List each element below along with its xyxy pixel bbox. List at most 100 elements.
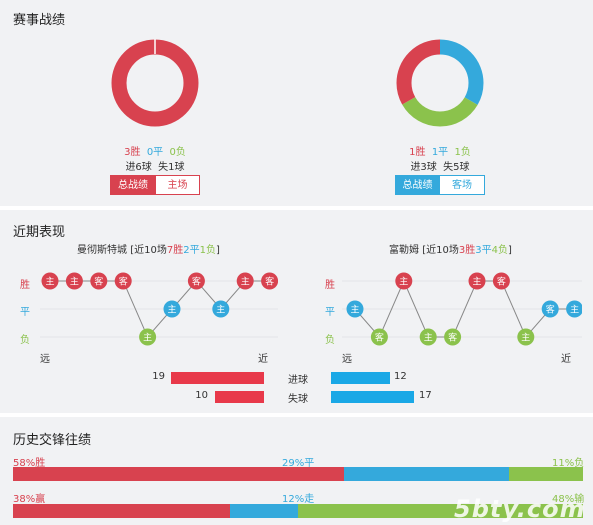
form-node: 主 bbox=[468, 272, 486, 290]
form-node-venue: 主 bbox=[70, 276, 79, 288]
form-node-circle bbox=[41, 272, 59, 290]
form-node: 客 bbox=[114, 272, 132, 290]
left-row-label-win: 胜 bbox=[20, 280, 30, 291]
left-goals-against: 失1球 bbox=[158, 162, 185, 173]
form-node: 客 bbox=[187, 272, 205, 290]
left-summary-suffix: ] bbox=[215, 245, 220, 256]
form-node-venue: 客 bbox=[94, 276, 103, 288]
history-segment-loss bbox=[298, 504, 583, 518]
left-tab-home[interactable]: 主场 bbox=[155, 175, 200, 195]
form-node-circle bbox=[566, 300, 582, 318]
history-row1-bar bbox=[13, 467, 583, 481]
donut-win-segment bbox=[111, 39, 199, 127]
history-segment-loss bbox=[508, 467, 583, 481]
form-node-circle bbox=[187, 272, 205, 290]
right-goals-for: 进3球 bbox=[410, 162, 437, 173]
form-node-venue: 客 bbox=[448, 332, 457, 344]
left-near-label: 近 bbox=[258, 354, 268, 365]
right-row-label-draw: 平 bbox=[325, 307, 335, 318]
form-node-venue: 客 bbox=[497, 276, 506, 288]
form-node-circle bbox=[370, 328, 388, 346]
history-row2-draw-label: 12%走 bbox=[282, 494, 315, 505]
left-conceded-bar bbox=[215, 391, 264, 403]
section-divider bbox=[0, 206, 593, 210]
form-node-venue: 主 bbox=[350, 304, 359, 316]
left-wins: 3胜 bbox=[124, 147, 141, 158]
left-recent-losses: 1负 bbox=[199, 245, 216, 256]
right-wins: 1胜 bbox=[409, 147, 426, 158]
left-summary-prefix: [近10场 bbox=[130, 245, 167, 256]
form-node: 主 bbox=[236, 272, 254, 290]
right-goals-value: 12 bbox=[394, 371, 407, 382]
form-node: 主 bbox=[395, 272, 413, 290]
form-node: 主 bbox=[65, 272, 83, 290]
right-row-label-loss: 负 bbox=[325, 335, 335, 346]
left-goals-value: 19 bbox=[152, 371, 165, 382]
form-node-circle bbox=[346, 300, 364, 318]
history-segment-win bbox=[13, 467, 344, 481]
form-node-circle bbox=[517, 328, 535, 346]
form-node-circle bbox=[468, 272, 486, 290]
donut-loss-segment bbox=[396, 39, 484, 127]
form-node-circle bbox=[541, 300, 559, 318]
left-form-chart: 主主客客主主客主主客 bbox=[40, 272, 278, 346]
right-summary-prefix: [近10场 bbox=[422, 245, 459, 256]
left-far-label: 远 bbox=[40, 354, 50, 365]
form-node-circle bbox=[114, 272, 132, 290]
form-node: 主 bbox=[163, 300, 181, 318]
form-node-circle bbox=[90, 272, 108, 290]
form-node: 客 bbox=[541, 300, 559, 318]
form-node-venue: 主 bbox=[472, 276, 481, 288]
right-team-name: 富勒姆 bbox=[389, 245, 419, 256]
right-goals-bar bbox=[331, 372, 390, 384]
form-node: 客 bbox=[90, 272, 108, 290]
right-recent-wins: 3胜 bbox=[458, 245, 476, 256]
form-node: 主 bbox=[212, 300, 230, 318]
right-conceded-bar bbox=[331, 391, 414, 403]
form-node-venue: 主 bbox=[216, 304, 225, 316]
recent-section: 近期表现 曼彻斯特城 [近10场7胜2平1负] 富勒姆 [近10场3胜3平4负]… bbox=[0, 210, 593, 413]
form-node-venue: 客 bbox=[546, 304, 555, 316]
form-node: 客 bbox=[370, 328, 388, 346]
form-node-circle bbox=[492, 272, 510, 290]
right-record-donut bbox=[396, 39, 484, 127]
form-node-venue: 主 bbox=[241, 276, 250, 288]
form-node-venue: 主 bbox=[167, 304, 176, 316]
record-section: 赛事战绩 3胜 0平 0负 进6球 失1球 总战绩 主场 1胜 1平 1负 进3… bbox=[0, 0, 593, 206]
left-tab-overall[interactable]: 总战绩 bbox=[110, 175, 156, 195]
right-far-label: 远 bbox=[342, 354, 352, 365]
form-node-venue: 客 bbox=[119, 276, 128, 288]
history-row2-loss-label: 48%输 bbox=[552, 494, 585, 505]
left-team-name: 曼彻斯特城 bbox=[77, 245, 127, 256]
section-divider bbox=[0, 413, 593, 417]
left-recent-draws: 2平 bbox=[183, 245, 200, 256]
history-row1-win-label: 58%胜 bbox=[13, 458, 46, 469]
history-section: 历史交锋往绩 58%胜 29%平 11%负 38%赢 12%走 48%输 5bt… bbox=[0, 417, 593, 525]
form-node-circle bbox=[65, 272, 83, 290]
form-node: 主 bbox=[41, 272, 59, 290]
history-row1-loss-label: 11%负 bbox=[552, 458, 585, 469]
right-tab-away[interactable]: 客场 bbox=[439, 175, 485, 195]
right-tab-overall[interactable]: 总战绩 bbox=[395, 175, 440, 195]
form-node: 主 bbox=[346, 300, 364, 318]
history-segment-win bbox=[13, 504, 230, 518]
right-row-label-win: 胜 bbox=[325, 280, 335, 291]
watermark: 5bty.com bbox=[454, 495, 586, 523]
form-line bbox=[354, 279, 575, 338]
form-node: 客 bbox=[261, 272, 278, 290]
history-segment-draw bbox=[343, 467, 509, 481]
form-node-venue: 主 bbox=[570, 304, 579, 316]
history-row2-bar bbox=[13, 504, 583, 518]
left-goals-for: 进6球 bbox=[125, 162, 152, 173]
form-node-venue: 主 bbox=[45, 276, 54, 288]
right-form-chart: 主客主主 客主 客主客主 bbox=[342, 272, 582, 346]
conceded-label: 失球 bbox=[288, 394, 308, 405]
left-row-label-loss: 负 bbox=[20, 335, 30, 346]
form-node-circle bbox=[395, 272, 413, 290]
left-goals-bar bbox=[171, 372, 264, 384]
history-title: 历史交锋往绩 bbox=[13, 433, 92, 448]
right-team-summary: 富勒姆 [近10场3胜3平4负] bbox=[389, 241, 589, 256]
right-recent-losses: 4负 bbox=[491, 245, 508, 256]
left-team-summary: 曼彻斯特城 [近10场7胜2平1负] bbox=[77, 241, 277, 256]
right-draws: 1平 bbox=[431, 147, 449, 158]
